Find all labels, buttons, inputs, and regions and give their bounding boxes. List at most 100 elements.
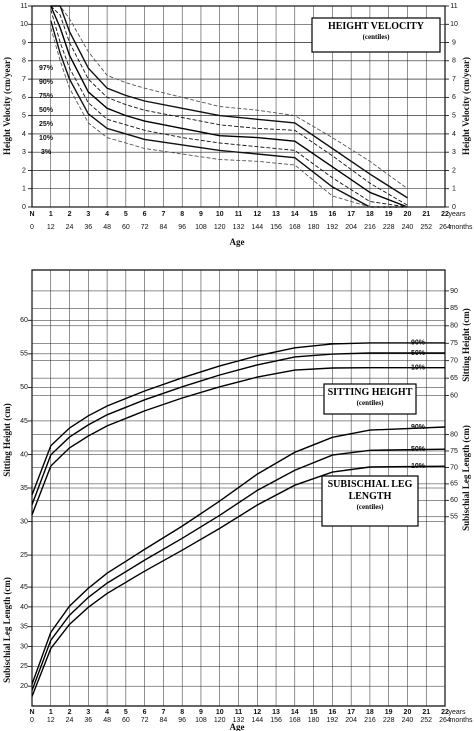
x-tick-label: 22 xyxy=(441,709,449,716)
y-tick-label: 40 xyxy=(20,451,28,458)
y-tick-label: 60 xyxy=(20,317,28,324)
centile-label: 90% xyxy=(39,79,54,86)
x-tick-label: 5 xyxy=(124,211,128,218)
month-tick-label: 84 xyxy=(160,717,168,724)
centile-line xyxy=(31,342,445,496)
x-tick-label: 11 xyxy=(235,211,243,218)
month-tick-label: 72 xyxy=(141,717,149,724)
centile-line xyxy=(31,426,446,685)
y2-tick-label: 65 xyxy=(450,375,458,382)
x-tick-label: 1 xyxy=(49,709,53,716)
x-axis-label: Age xyxy=(230,722,245,731)
x-tick-label: 17 xyxy=(347,211,355,218)
x-tick-label: 4 xyxy=(105,211,109,218)
centile-line xyxy=(50,27,408,208)
chart-subtitle: (centiles) xyxy=(356,399,384,407)
y2-tick-label: 75 xyxy=(450,340,458,347)
y2-tick-label: 9 xyxy=(452,39,456,46)
month-tick-label: 156 xyxy=(270,717,282,724)
title-area: SITTING HEIGHT(centiles) xyxy=(328,387,413,407)
x-tick-label: 20 xyxy=(404,211,412,218)
x-unit: years xyxy=(448,211,466,218)
x-axis-label: Age xyxy=(230,237,245,247)
month-tick-label: 72 xyxy=(141,224,149,231)
month-tick-label: 240 xyxy=(402,224,414,231)
month-unit: months xyxy=(450,224,473,231)
month-tick-label: 120 xyxy=(214,717,226,724)
y-tick-label: 40 xyxy=(20,604,28,611)
month-tick-label: 168 xyxy=(289,717,301,724)
centile-line xyxy=(31,448,446,691)
y2-axis-label: Height Velocity (cm/year) xyxy=(461,57,471,155)
month-tick-label: 60 xyxy=(122,717,130,724)
month-tick-label: 192 xyxy=(327,224,339,231)
month-tick-label: 36 xyxy=(84,717,92,724)
x-tick-label: 2 xyxy=(68,709,72,716)
y2-tick-label: 55 xyxy=(450,514,458,521)
month-tick-label: 264 xyxy=(439,224,451,231)
centile-line xyxy=(31,367,445,516)
month-tick-label: 12 xyxy=(47,224,55,231)
chart-subtitle: (centiles) xyxy=(362,33,390,41)
x-tick-label: 2 xyxy=(68,211,72,218)
month-tick-label: 240 xyxy=(402,717,414,724)
month-tick-label: 24 xyxy=(66,224,74,231)
centile-label: 90% xyxy=(411,340,426,347)
y-tick-label: 25 xyxy=(20,552,28,559)
x-tick-label: 22 xyxy=(441,211,449,218)
y2-tick-label: 60 xyxy=(450,392,458,399)
y-tick-label: 6 xyxy=(22,94,26,101)
y-tick-label: 1 xyxy=(22,186,26,193)
y2-tick-label: 70 xyxy=(450,464,458,471)
month-tick-label: 228 xyxy=(383,224,395,231)
month-tick-label: 228 xyxy=(383,717,395,724)
month-tick-label: 216 xyxy=(364,224,376,231)
x-tick-label: 19 xyxy=(385,211,393,218)
x-tick-label: 21 xyxy=(422,211,430,218)
month-tick-label: 108 xyxy=(195,224,207,231)
y2-tick-label: 85 xyxy=(450,305,458,312)
y-tick-label: 3 xyxy=(22,149,26,156)
centile-label: 25% xyxy=(39,121,54,128)
month-tick-label: 132 xyxy=(233,224,245,231)
chart-title: HEIGHT VELOCITY xyxy=(327,21,425,32)
centile-label: 75% xyxy=(39,93,54,100)
y2-axis-label: Subischial Leg Length (cm) xyxy=(461,425,471,531)
month-tick-label: 96 xyxy=(178,224,186,231)
month-tick-label: 156 xyxy=(270,224,282,231)
y2-tick-label: 70 xyxy=(450,358,458,365)
centile-label: 50% xyxy=(411,446,426,453)
y2-tick-label: 60 xyxy=(450,497,458,504)
y2-tick-label: 7 xyxy=(452,76,456,83)
x-tick-label: 9 xyxy=(199,211,203,218)
y-tick-label: 35 xyxy=(20,624,28,631)
centile-line xyxy=(31,465,446,697)
month-tick-label: 84 xyxy=(160,224,168,231)
month-tick-label: 144 xyxy=(251,717,263,724)
centile-line xyxy=(50,5,408,206)
y-tick-label: 9 xyxy=(22,39,26,46)
y-tick-label: 45 xyxy=(20,418,28,425)
y2-tick-label: 75 xyxy=(450,448,458,455)
y-tick-label: 11 xyxy=(20,3,27,10)
x-tick-label: 1 xyxy=(49,211,53,218)
centile-line xyxy=(50,5,408,208)
month-tick-label: 0 xyxy=(30,224,34,231)
title-box xyxy=(311,17,441,53)
x-tick-label: 10 xyxy=(216,211,224,218)
y-tick-label: 30 xyxy=(20,518,28,525)
month-tick-label: 48 xyxy=(103,224,111,231)
x-tick-label: N xyxy=(29,709,34,716)
chart-title-block: HEIGHT VELOCITY (centiles) xyxy=(312,21,440,42)
y2-tick-label: 4 xyxy=(452,131,456,138)
x-tick-label: 6 xyxy=(143,709,147,716)
title-area: HEIGHT VELOCITY(centiles) xyxy=(312,21,440,42)
title-box xyxy=(321,475,419,527)
month-tick-label: 24 xyxy=(66,717,74,724)
month-tick-label: 60 xyxy=(122,224,130,231)
x-tick-label: 6 xyxy=(143,211,147,218)
x-tick-label: 21 xyxy=(422,709,430,716)
